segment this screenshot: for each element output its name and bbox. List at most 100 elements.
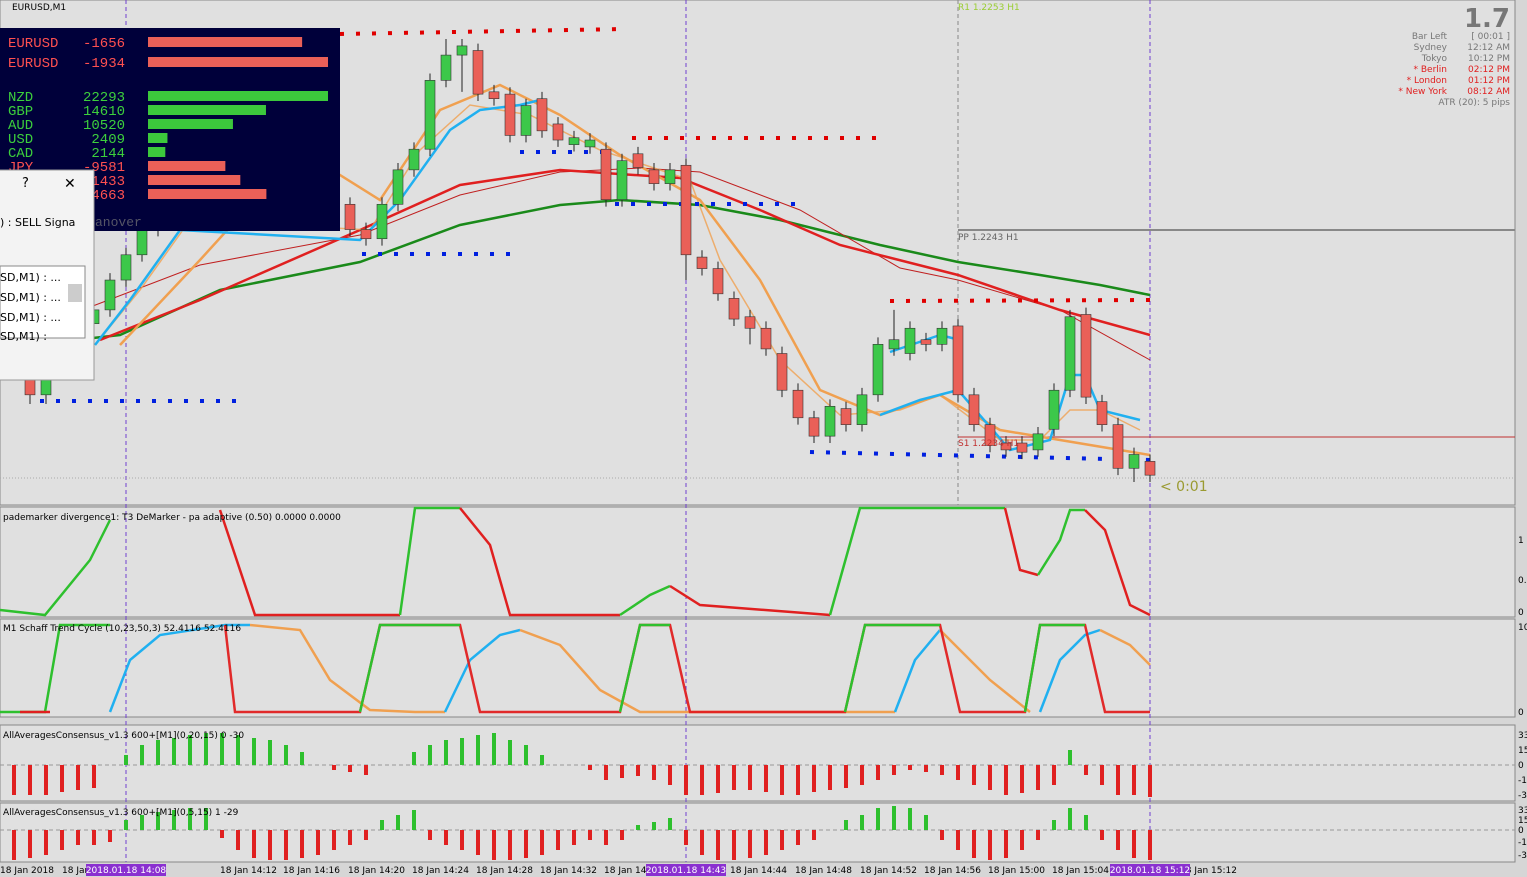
candle-body bbox=[968, 394, 980, 425]
currency-value: 2144 bbox=[91, 146, 125, 162]
help-button[interactable]: ? bbox=[22, 176, 29, 191]
indicator-title: M1 Schaff Trend Cycle (10,23,50,3) 52.41… bbox=[3, 624, 241, 634]
strength-bar bbox=[148, 133, 168, 143]
currency-name: NZD bbox=[8, 90, 33, 106]
time-label: 18 Jan 14:24 bbox=[412, 866, 469, 876]
candle-body bbox=[520, 105, 532, 136]
time-marker-label: 2018.01.18 14:08 bbox=[86, 866, 167, 876]
indicator-title: AllAveragesConsensus_v1.3 600+[M1](0,5,1… bbox=[3, 808, 239, 818]
session-name: * New York bbox=[1398, 87, 1447, 97]
axis-label: 0 bbox=[1518, 761, 1524, 771]
candle-body bbox=[600, 148, 612, 201]
candle-body bbox=[712, 268, 724, 295]
candle-body bbox=[984, 424, 996, 446]
strength-bar bbox=[148, 147, 166, 157]
candle-body bbox=[504, 93, 516, 136]
candle-body bbox=[904, 327, 916, 354]
currency-name: EURUSD bbox=[8, 56, 58, 72]
time-label: 18 Jan 14:56 bbox=[924, 866, 981, 876]
session-time: 12:12 AM bbox=[1467, 43, 1510, 53]
candle-body bbox=[1144, 461, 1156, 476]
candle-body bbox=[536, 98, 548, 132]
list-item[interactable]: SD,M1) : bbox=[0, 330, 47, 343]
strength-bar bbox=[148, 105, 266, 115]
session-name: * London bbox=[1407, 76, 1447, 86]
axis-label: 33 bbox=[1518, 806, 1527, 816]
indicator-title: AllAveragesConsensus_v1.3 600+[M1](0,20,… bbox=[3, 731, 244, 741]
currency-value: -1656 bbox=[83, 36, 125, 52]
candle-body bbox=[920, 339, 932, 345]
currency-value: 10520 bbox=[83, 118, 125, 134]
time-label: 18 Jan 14:36 bbox=[604, 866, 661, 876]
candle-body bbox=[136, 229, 148, 256]
candle-body bbox=[1096, 401, 1108, 425]
candle-body bbox=[1048, 389, 1060, 430]
pivot-label: PP 1.2243 H1 bbox=[958, 233, 1019, 243]
currency-name: CAD bbox=[8, 146, 33, 162]
candle-body bbox=[104, 279, 116, 311]
candle-body bbox=[792, 389, 804, 419]
candle-body bbox=[664, 169, 676, 184]
axis-label: 10 bbox=[1518, 623, 1527, 633]
candle-body bbox=[616, 160, 628, 201]
time-label: 18 Jan 14:20 bbox=[348, 866, 405, 876]
atr: ATR (20): 5 pips bbox=[1438, 98, 1510, 108]
strength-bar bbox=[148, 37, 303, 47]
currency-value: -1934 bbox=[83, 56, 125, 72]
window-title: EURUSD,M1 bbox=[12, 3, 66, 13]
candle-body bbox=[424, 80, 436, 150]
list-item[interactable]: SD,M1) : ... bbox=[0, 311, 61, 324]
strength-bar bbox=[148, 189, 267, 199]
currency-name: USD bbox=[8, 132, 33, 148]
candle-body bbox=[760, 327, 772, 350]
session-name: Sydney bbox=[1414, 43, 1448, 53]
info-value: [ 00:01 ] bbox=[1471, 32, 1510, 42]
time-label: 18 Jan 15:12 bbox=[1180, 866, 1237, 876]
candle-body bbox=[1128, 454, 1140, 469]
candle-body bbox=[392, 169, 404, 205]
candle-body bbox=[120, 254, 132, 281]
time-label: 18 Jan 14:48 bbox=[795, 866, 852, 876]
axis-label: -1 bbox=[1518, 776, 1527, 786]
panel-footer: anover bbox=[95, 215, 142, 230]
session-time: 08:12 AM bbox=[1467, 87, 1510, 97]
strength-bar bbox=[148, 161, 226, 171]
axis-label: 15 bbox=[1518, 746, 1527, 756]
time-label: 18 Jan 14:12 bbox=[220, 866, 277, 876]
pivot-label: R1 1.2253 H1 bbox=[958, 3, 1020, 13]
session-time: 01:12 PM bbox=[1468, 76, 1510, 86]
session-time: 02:12 PM bbox=[1468, 65, 1510, 75]
time-label: 18 Jan 14:44 bbox=[730, 866, 787, 876]
time-label: 18 Jan 14:52 bbox=[860, 866, 917, 876]
list-item[interactable]: SD,M1) : ... bbox=[0, 291, 61, 304]
currency-value: 14610 bbox=[83, 104, 125, 120]
axis-label: 1 bbox=[1518, 536, 1524, 546]
close-button[interactable]: ✕ bbox=[64, 176, 76, 192]
dialog: ? ✕ ) : SELL Signa SD,M1) : ... SD,M1) :… bbox=[0, 169, 95, 381]
indicator-title: pademarker divergence1: T3 DeMarker - pa… bbox=[3, 513, 341, 523]
candle-body bbox=[824, 405, 836, 437]
list-item[interactable]: SD,M1) : ... bbox=[0, 271, 61, 284]
time-label: 18 Jan 15:04 bbox=[1052, 866, 1109, 876]
candle-body bbox=[1112, 424, 1124, 469]
time-marker bbox=[646, 864, 726, 876]
candle-body bbox=[1016, 442, 1028, 453]
axis-label: 33 bbox=[1518, 731, 1527, 741]
candle-body bbox=[376, 203, 388, 240]
candle-body bbox=[680, 164, 692, 256]
time-marker-label: 2018.01.18 14:43 bbox=[646, 866, 726, 876]
candle-body bbox=[1032, 433, 1044, 451]
session-time: 10:12 PM bbox=[1468, 54, 1510, 64]
axis-label: -3 bbox=[1518, 791, 1527, 801]
candle-body bbox=[472, 50, 484, 95]
candle-body bbox=[1064, 316, 1076, 391]
axis-label: 15 bbox=[1518, 816, 1527, 826]
oscillator-lines bbox=[0, 506, 1151, 714]
sub-pane bbox=[0, 618, 1516, 718]
candle-body bbox=[952, 325, 964, 396]
pivot-label: S1 1.2234 H1 bbox=[958, 439, 1019, 449]
candle-body bbox=[888, 339, 900, 350]
time-label: 18 Jan 14:28 bbox=[476, 866, 533, 876]
time-label: 18 Jan 2018 bbox=[0, 866, 54, 876]
axis-label: -3 bbox=[1518, 851, 1527, 861]
